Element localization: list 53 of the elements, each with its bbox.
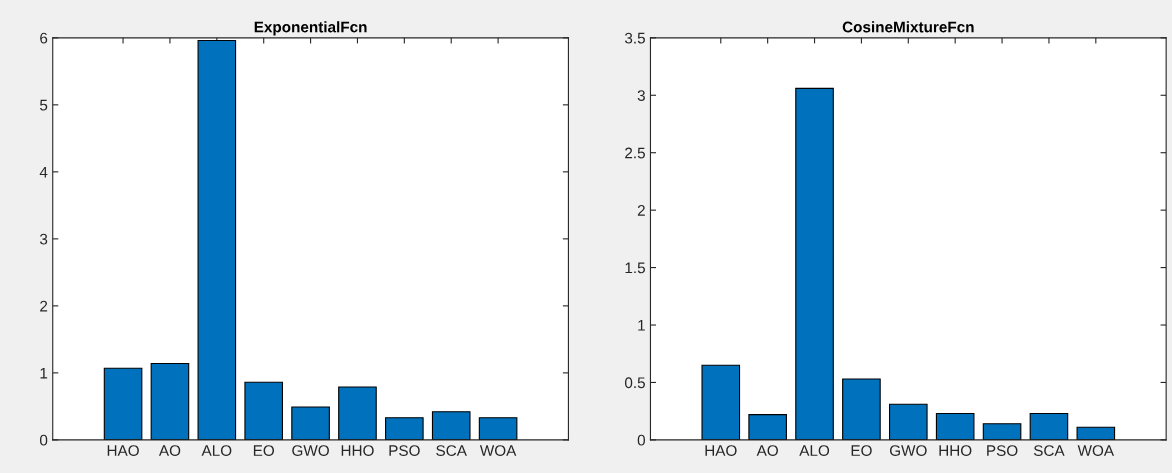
- y-tick-label: 0.5: [624, 377, 645, 389]
- chart-title: CosineMixtureFcn: [842, 21, 974, 33]
- x-tick-label: ALO: [201, 445, 232, 456]
- x-tick-label: SCA: [436, 445, 467, 456]
- bar: [748, 414, 787, 440]
- bar: [385, 417, 424, 440]
- y-tick-label: 0: [39, 434, 48, 446]
- bar: [431, 411, 471, 440]
- bar: [1029, 412, 1069, 440]
- x-tick-label: SCA: [1033, 445, 1065, 456]
- x-tick-label: EO: [851, 445, 872, 456]
- y-tick-label: 3: [39, 233, 48, 245]
- y-tick-label: 1.5: [625, 262, 645, 274]
- bar: [888, 403, 928, 440]
- y-tick-label: 1: [40, 367, 48, 379]
- x-tick-label: AO: [756, 445, 778, 456]
- x-tick-label: HHO: [341, 445, 374, 456]
- bar: [103, 367, 143, 440]
- bar: [291, 406, 330, 440]
- y-tick-label: 0: [637, 434, 645, 446]
- bar: [701, 364, 741, 440]
- x-tick-label: EO: [253, 445, 275, 456]
- x-tick-label: HHO: [939, 445, 972, 456]
- x-tick-label: PSO: [987, 445, 1018, 456]
- y-tick-label: 3: [637, 90, 645, 101]
- chart-title: ExponentialFcn: [254, 21, 367, 36]
- bar: [197, 39, 237, 440]
- x-tick-label: PSO: [389, 445, 420, 456]
- x-tick-label: ALO: [799, 445, 830, 456]
- x-tick-label: WOA: [1077, 445, 1115, 456]
- bar: [150, 362, 190, 440]
- bar: [982, 423, 1022, 440]
- x-tick-label: GWO: [889, 445, 927, 456]
- y-tick-label: 1: [638, 320, 645, 331]
- bar: [244, 381, 284, 440]
- bar: [935, 412, 975, 440]
- x-tick-label: HAO: [705, 445, 737, 456]
- y-tick-label: 2.5: [625, 147, 645, 159]
- bar: [1076, 426, 1116, 440]
- bar: [795, 87, 834, 440]
- y-tick-label: 4: [39, 166, 48, 178]
- x-tick-label: GWO: [292, 445, 329, 456]
- x-tick-label: HAO: [107, 445, 139, 456]
- bar: [338, 386, 377, 440]
- y-tick-label: 5: [39, 99, 48, 111]
- y-tick-label: 2: [40, 300, 48, 312]
- bar: [842, 378, 881, 440]
- y-tick-label: 2: [637, 205, 645, 216]
- x-tick-label: AO: [158, 445, 181, 456]
- bar: [478, 417, 518, 440]
- y-tick-label: 6: [40, 32, 48, 44]
- y-tick-label: 3.5: [624, 32, 645, 44]
- x-tick-label: WOA: [479, 445, 517, 456]
